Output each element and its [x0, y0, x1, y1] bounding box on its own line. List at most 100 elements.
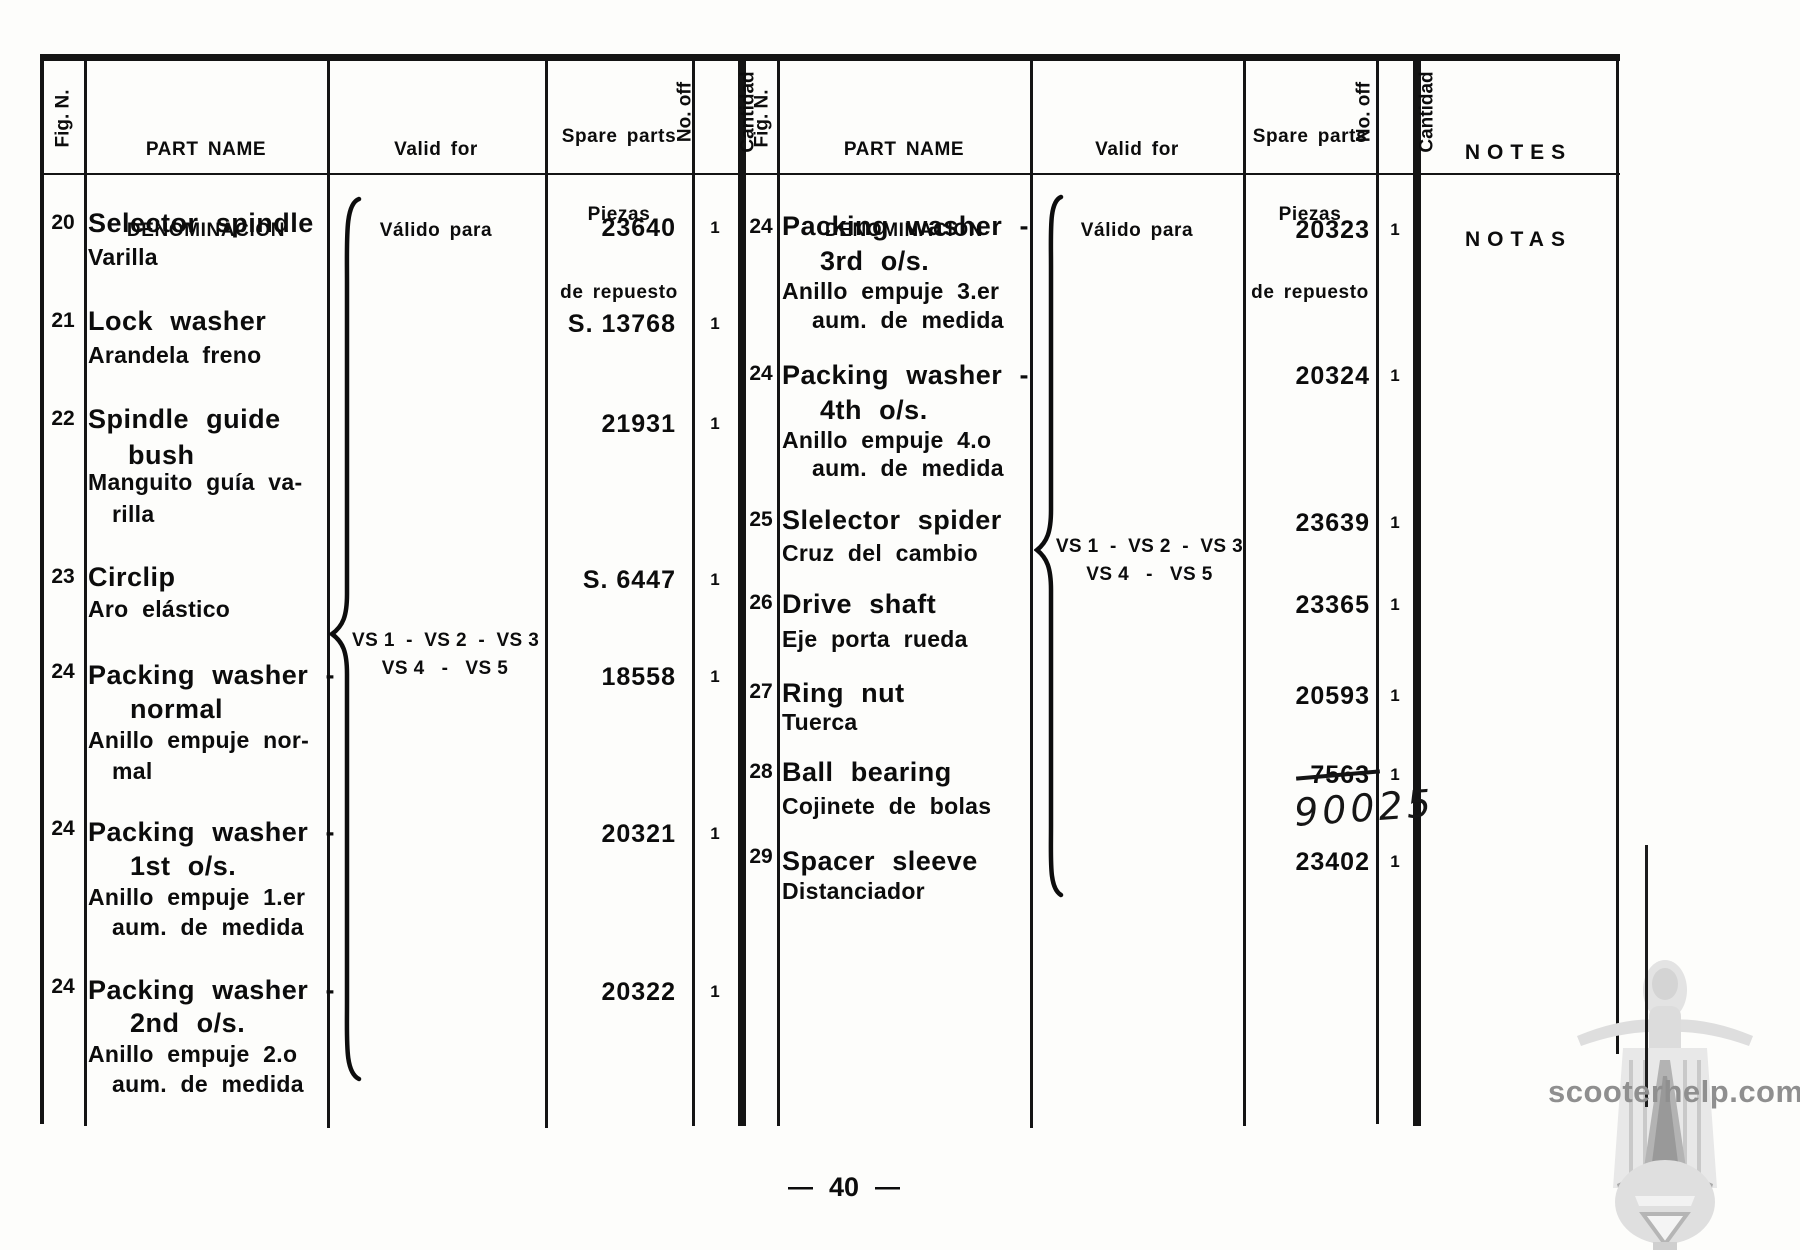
part-name-line: Circlip [88, 562, 176, 592]
part-number: 23639 [1295, 509, 1370, 537]
right-partname-header: PART NAME DENOMINACION [824, 139, 984, 241]
fig-number: 23 [51, 565, 75, 588]
notes-thick-divider [1413, 54, 1421, 1126]
part-name-line: Ball bearing [782, 757, 952, 787]
right-spare-divider [1376, 54, 1379, 1124]
part-name-es-line: Cojinete de bolas [782, 793, 992, 819]
part-number: S. 13768 [567, 310, 676, 338]
valid-models-line: VS 1 - VS 2 - VS 3 [352, 630, 540, 651]
part-name-es-line: Tuerca [782, 709, 858, 735]
part-name-line: 4th o/s. [820, 395, 928, 425]
fig-number: 24 [749, 362, 773, 385]
part-number: 20324 [1295, 362, 1370, 390]
scooter-watermark-image [1577, 960, 1753, 1250]
valid-models-line: VS 1 - VS 2 - VS 3 [1055, 536, 1244, 557]
right-group-brace [1034, 194, 1064, 898]
left-validfor-header: Valid for Válido para [379, 139, 493, 241]
part-name-line: Spacer sleeve [782, 846, 978, 876]
part-name-es-line: aum. de medida [812, 307, 1004, 333]
fig-number: 22 [51, 407, 75, 430]
part-name-line: 1st o/s. [130, 851, 237, 881]
quantity: 1 [1390, 852, 1400, 871]
quantity: 1 [710, 982, 720, 1001]
part-number: 18558 [601, 663, 676, 691]
left-name-divider [327, 54, 330, 1128]
right-validfor-header: Valid for Válido para [1080, 139, 1194, 241]
page-number-dash: — [875, 1173, 901, 1201]
part-name-line: 3rd o/s. [820, 246, 930, 276]
part-name-es-line: Eje porta rueda [782, 626, 968, 652]
part-number: 23402 [1295, 848, 1370, 876]
left-spareparts-header: Spare parts Piezas de repuesto [560, 126, 678, 303]
page-number-value: 40 [829, 1172, 860, 1202]
part-name-line: 2nd o/s. [130, 1008, 246, 1038]
part-name-es-line: Anillo empuje 2.o [88, 1041, 298, 1067]
quantity: 1 [1390, 765, 1400, 784]
part-name-line: Drive shaft [782, 589, 937, 619]
page-number-dash: — [788, 1173, 813, 1201]
quantity: 1 [1390, 595, 1400, 614]
part-name-line: Packing washer - [88, 817, 335, 847]
part-name-es-line: Arandela freno [88, 342, 262, 368]
part-name-es-line: Manguito guía va- [88, 469, 303, 495]
part-name-es-line: aum. de medida [112, 1071, 304, 1097]
part-name-line: Spindle guide [88, 404, 281, 434]
scan-artifact-line [1645, 845, 1648, 1107]
part-name-es-line: rilla [112, 501, 155, 527]
center-thick-divider [738, 54, 746, 1126]
fig-number: 24 [51, 975, 75, 998]
fig-number: 29 [749, 845, 773, 868]
part-number: S. 6447 [582, 566, 676, 594]
fig-number: 24 [51, 660, 75, 683]
part-name-es-line: Anillo empuje 1.er [88, 884, 306, 910]
header-underline [40, 173, 1620, 175]
left-fig-divider [84, 54, 87, 1126]
right-valid-divider [1243, 54, 1246, 1126]
part-number: 20321 [601, 820, 676, 848]
quantity: 1 [710, 218, 720, 237]
quantity: 1 [1390, 220, 1400, 239]
part-name-line: Packing washer - [88, 660, 335, 690]
part-name-line: Packing washer - [88, 975, 335, 1005]
part-name-es-line: Anillo empuje 3.er [782, 278, 1000, 304]
part-name-line: Packing washer - [782, 360, 1029, 390]
part-name-es-line: mal [112, 758, 153, 784]
part-name-es-line: aum. de medida [112, 914, 304, 940]
valid-models-line: VS 4 - VS 5 [1086, 564, 1213, 585]
fig-number: 24 [749, 215, 773, 238]
left-spare-divider [692, 54, 695, 1126]
fig-number: 20 [51, 211, 75, 234]
part-number: 20323 [1295, 216, 1370, 244]
part-name-es-line: Anillo empuje nor- [88, 727, 310, 753]
right-name-divider [1030, 54, 1033, 1128]
part-number: 21931 [601, 410, 676, 438]
right-outer-border [1616, 54, 1619, 1054]
watermark-text: scooterhelp.com [1548, 1074, 1800, 1109]
part-name-es-line: Varilla [88, 244, 158, 270]
left-group-brace [328, 196, 362, 1082]
fig-number: 28 [749, 760, 773, 783]
right-spareparts-header: Spare parts Piezas de repuesto [1251, 126, 1369, 303]
quantity: 1 [710, 314, 720, 333]
quantity: 1 [1390, 366, 1400, 385]
quantity: 1 [1390, 513, 1400, 532]
quantity: 1 [1390, 686, 1400, 705]
part-name-line: Slelector spider [782, 505, 1002, 535]
part-name-es-line: Cruz del cambio [782, 540, 978, 566]
part-number: 20593 [1295, 682, 1370, 710]
table-top-border [40, 54, 1620, 61]
part-name-line: Ring nut [782, 678, 905, 708]
part-name-line: Lock washer [88, 306, 267, 336]
quantity: 1 [710, 667, 720, 686]
part-name-line: bush [128, 440, 195, 470]
part-name-es-line: Distanciador [782, 878, 925, 904]
quantity: 1 [710, 414, 720, 433]
left-valid-divider [545, 54, 548, 1128]
part-name-es-line: aum. de medida [812, 455, 1004, 481]
part-name-es-line: Aro elástico [88, 596, 231, 622]
part-name-line: normal [130, 694, 224, 724]
notes-header: NOTES NOTAS [1464, 141, 1573, 251]
fig-number: 21 [51, 309, 75, 332]
part-number: 23640 [601, 214, 676, 242]
